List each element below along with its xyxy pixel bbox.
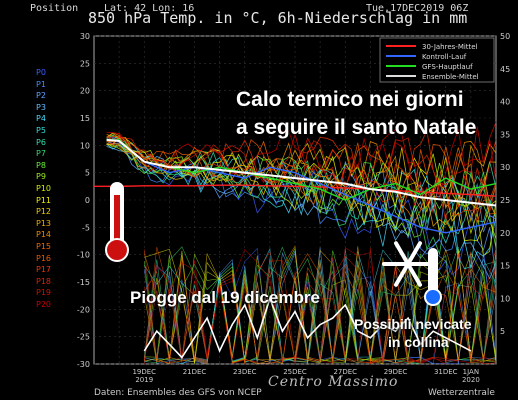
member-label: P10: [36, 184, 52, 193]
y-tick-label-right: 50: [500, 32, 510, 41]
series-line-30-jahres-mittel: [94, 184, 497, 197]
y-tick-label-right: 15: [500, 262, 510, 271]
x-tick-label: 23DEC: [233, 368, 257, 376]
chart-title: 850 hPa Temp. in °C, 6h-Niederschlag in …: [88, 9, 468, 27]
lat-lon: Lat: 42 Lon: 16: [104, 3, 195, 14]
y-tick-label-right: 10: [500, 294, 510, 303]
member-label: P19: [36, 288, 52, 298]
member-label: P16: [36, 253, 52, 263]
thermometer-bulb-icon: [105, 238, 129, 262]
thermometer-mercury-icon: [114, 195, 120, 250]
member-label: P5: [36, 126, 46, 135]
x-tick-label: 29DEC: [384, 368, 408, 376]
member-label: P6: [36, 137, 46, 147]
member-label: P4: [36, 114, 46, 124]
y-tick-label-left: -30: [77, 360, 90, 369]
member-label: P18: [36, 276, 52, 286]
y-tick-label-left: 0: [85, 196, 90, 205]
member-label: P12: [36, 207, 52, 217]
x-tick-label: 21DEC: [183, 368, 207, 376]
y-tick-label-left: -5: [82, 223, 90, 232]
x-tick-label: 31DEC: [434, 368, 458, 376]
member-label: P15: [36, 242, 52, 251]
snow-caption-line-2: in collina: [388, 334, 449, 350]
member-label: P1: [36, 79, 46, 89]
member-label: P14: [36, 230, 52, 240]
member-label: P2: [36, 91, 46, 101]
legend-label: Ensemble-Mittel: [422, 73, 479, 81]
y-tick-label-right: 40: [500, 98, 510, 107]
x-tick-label: 1JAN: [463, 368, 479, 376]
precip-member-line: [144, 247, 497, 364]
ensemble-member-line: [106, 140, 497, 215]
y-tick-label-left: -15: [77, 278, 90, 287]
member-label: P20: [36, 300, 52, 309]
cold-thermometer-bulb-icon: [424, 288, 442, 306]
x-tick-label: 27DEC: [333, 368, 357, 376]
x-tick-label: 19DEC: [132, 368, 156, 376]
y-tick-label-left: 30: [80, 32, 90, 41]
y-tick-label-left: 5: [85, 169, 90, 178]
position-label: Position: [30, 3, 79, 14]
snow-caption-line-1: Possibili nevicate: [354, 316, 472, 332]
run-date: Tue,17DEC2019 06Z: [366, 3, 469, 14]
y-tick-label-right: 30: [500, 163, 510, 172]
member-label: P7: [36, 149, 46, 159]
series-line-ensemble-mittel: [106, 138, 497, 207]
precip-mean-line: [143, 295, 472, 359]
precip-member-line: [144, 249, 497, 364]
watermark: Centro Massimo: [268, 374, 399, 390]
y-tick-label-right: 20: [500, 229, 510, 238]
series-line-kontroll-lauf: [106, 139, 497, 234]
headline-line-1: Calo termico nei giorni: [236, 88, 464, 111]
y-tick-label-left: 20: [80, 87, 90, 96]
member-label: P3: [36, 102, 46, 112]
legend-label: Kontroll-Lauf: [422, 53, 467, 61]
y-tick-label-left: 25: [80, 59, 90, 68]
y-tick-label-left: 10: [80, 141, 90, 150]
y-tick-label-right: 5: [500, 327, 505, 336]
member-label: P0: [36, 68, 46, 77]
snowflake-icon: [394, 241, 422, 287]
y-tick-label-right: 35: [500, 130, 510, 139]
legend-label: 30-Jahres-Mittel: [422, 43, 478, 51]
precip-member-line: [144, 252, 497, 365]
member-label: P8: [36, 160, 46, 170]
member-label: P11: [36, 195, 52, 205]
member-label: P13: [36, 218, 52, 228]
rain-caption: Piogge dal 19 dicembre: [130, 288, 320, 307]
y-tick-label-left: -10: [77, 251, 90, 260]
x-tick-label: 25DEC: [283, 368, 307, 376]
brand: Wetterzentrale: [428, 388, 495, 398]
data-source: Daten: Ensembles des GFS von NCEP: [94, 388, 262, 398]
y-tick-label-left: -25: [77, 333, 90, 342]
y-tick-label-right: 45: [500, 65, 510, 74]
y-tick-label-left: 15: [80, 114, 90, 123]
x-tick-year-label: 2019: [135, 376, 153, 384]
y-tick-label-right: 25: [500, 196, 510, 205]
x-tick-year-label: 2020: [462, 376, 480, 384]
legend-label: GFS-Hauptlauf: [422, 63, 473, 71]
y-tick-label-left: -20: [77, 305, 90, 314]
ensemble-member-line: [106, 136, 497, 248]
member-label: P9: [36, 172, 46, 182]
precip-member-line: [144, 250, 497, 365]
member-label: P17: [36, 265, 52, 275]
cold-thermometer-icon: [428, 248, 438, 296]
headline-line-2: a seguire il santo Natale: [236, 116, 477, 139]
